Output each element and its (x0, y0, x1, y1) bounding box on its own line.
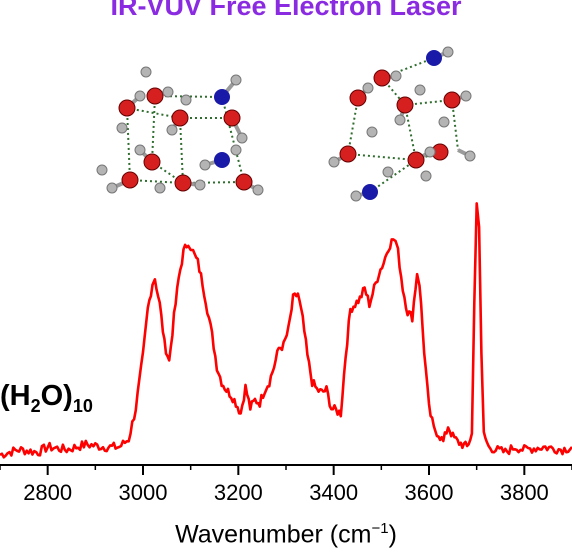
formula-mid: O) (40, 380, 73, 412)
x-ticks (0, 465, 572, 475)
x-axis-label-close: ) (388, 520, 397, 549)
x-axis-label: Wavenumber (cm−1) (0, 520, 572, 549)
x-tick-label-3200: 3200 (214, 480, 263, 505)
formula-sub-h: 2 (30, 395, 41, 416)
cluster-formula: (H2O)10 (0, 380, 93, 417)
x-tick-label-2800: 2800 (23, 480, 72, 505)
cluster-structure-right (328, 46, 476, 202)
x-tick-labels: 2800 3000 3200 3400 3600 3800 (23, 480, 549, 505)
cluster-structure-left (96, 66, 264, 196)
spectrum-trace (0, 202, 572, 459)
x-tick-label-3000: 3000 (119, 480, 168, 505)
chart-title: IR-VUV Free Electron Laser (110, 0, 462, 21)
x-axis-label-sup: −1 (371, 520, 389, 537)
x-tick-label-3800: 3800 (500, 480, 549, 505)
x-tick-label-3400: 3400 (309, 480, 358, 505)
x-axis-label-text: Wavenumber (cm (175, 520, 372, 549)
formula-prefix: (H (0, 380, 31, 412)
x-tick-label-3600: 3600 (405, 480, 454, 505)
formula-sub-n: 10 (72, 395, 93, 416)
